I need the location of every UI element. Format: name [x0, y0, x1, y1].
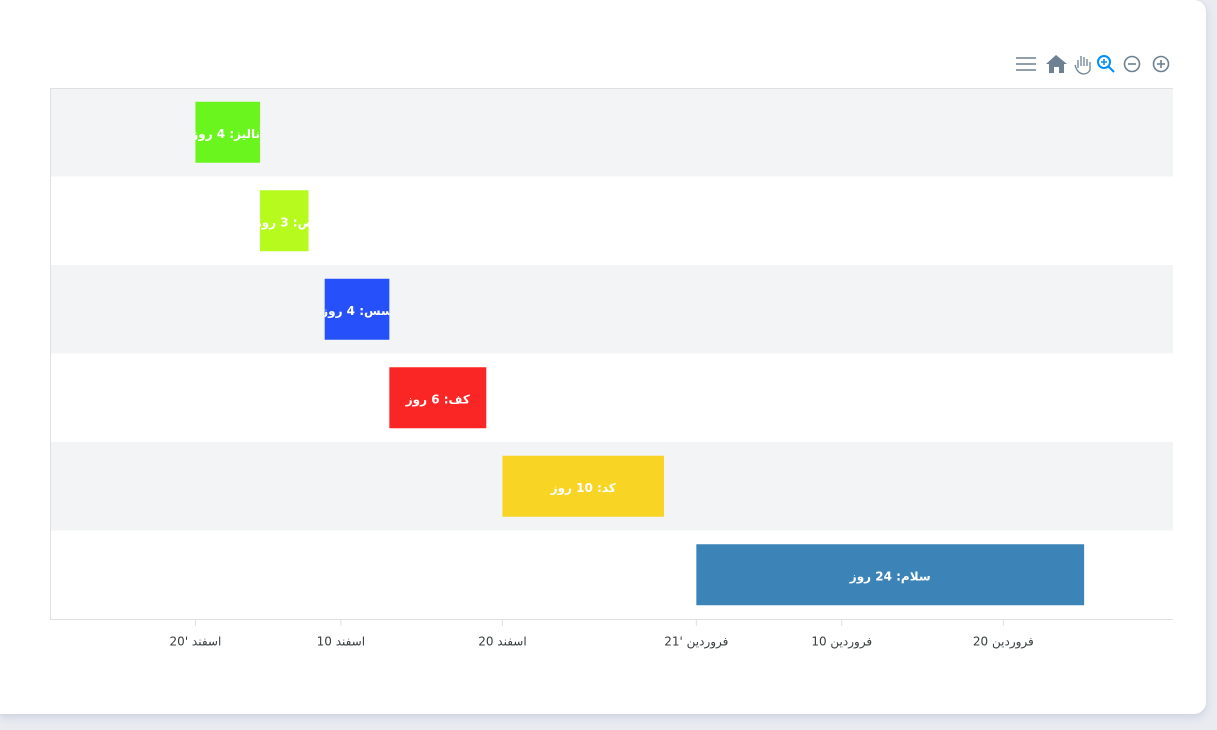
- bar-label: سلام: 24 روز: [849, 569, 931, 584]
- bar: [696, 544, 1085, 606]
- x-tick-label: 10 فروردین: [811, 635, 872, 650]
- bar-label: سس: 4 روز: [320, 304, 393, 319]
- bar: [389, 367, 487, 429]
- zoom-button[interactable]: [1097, 55, 1115, 73]
- bar: [324, 278, 390, 340]
- x-tick-label: 10 اسفند: [317, 635, 365, 649]
- zoom-in-button[interactable]: [1152, 55, 1170, 73]
- x-tick-label: فروردین '21: [664, 635, 728, 650]
- x-tick-label: اسفند '20: [170, 635, 222, 649]
- bar-label: کف: 6 روز: [405, 392, 470, 407]
- bar: [502, 455, 665, 517]
- row-stripe: [50, 265, 1173, 354]
- bar: [195, 101, 261, 163]
- x-tick-label: 20 اسفند: [478, 635, 526, 649]
- bar-label: ص: 3 روز: [254, 215, 314, 230]
- bar: [260, 190, 309, 252]
- toolbar: [1016, 55, 1170, 75]
- home-button[interactable]: [1046, 55, 1067, 73]
- bar-label: آنالیز: 4 روز: [190, 126, 265, 142]
- bar-label: کد: 10 روز: [550, 481, 616, 496]
- zoom-out-button[interactable]: [1123, 55, 1141, 73]
- pan-button[interactable]: [1074, 56, 1091, 75]
- x-tick-label: 20 فروردین: [973, 635, 1034, 650]
- menu-button[interactable]: [1016, 57, 1036, 71]
